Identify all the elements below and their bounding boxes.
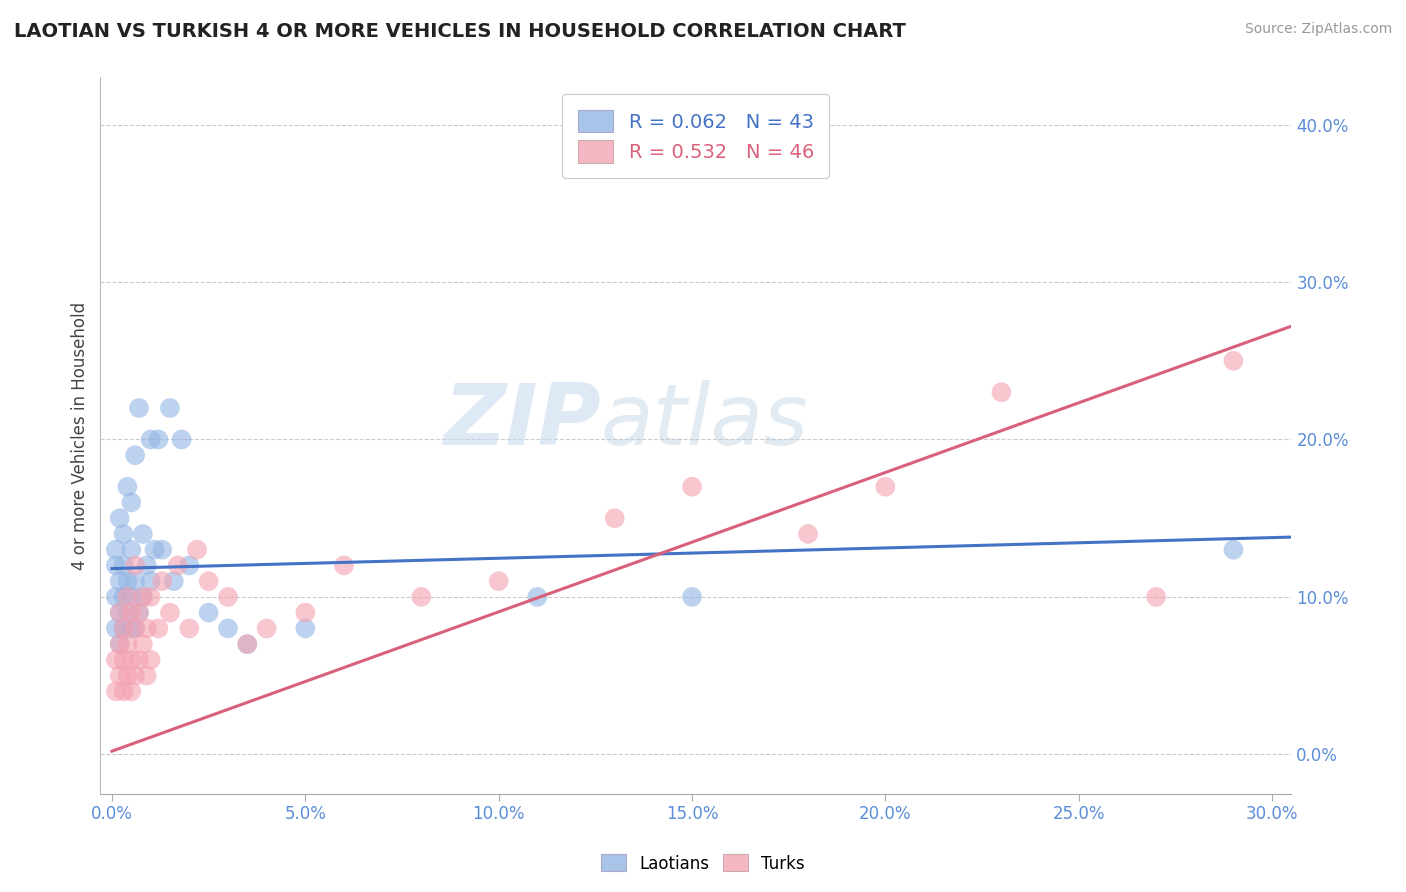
Legend: Laotians, Turks: Laotians, Turks bbox=[595, 847, 811, 880]
Point bbox=[875, 480, 897, 494]
Point bbox=[197, 574, 219, 589]
Point bbox=[1222, 542, 1244, 557]
Point bbox=[112, 621, 135, 635]
Point bbox=[132, 637, 155, 651]
Point bbox=[294, 621, 316, 635]
Point bbox=[179, 621, 201, 635]
Point bbox=[104, 542, 127, 557]
Point bbox=[132, 527, 155, 541]
Point bbox=[179, 558, 201, 573]
Point bbox=[159, 401, 181, 415]
Point bbox=[124, 668, 146, 682]
Point bbox=[197, 606, 219, 620]
Point bbox=[108, 637, 131, 651]
Point bbox=[143, 542, 166, 557]
Point bbox=[104, 684, 127, 698]
Text: LAOTIAN VS TURKISH 4 OR MORE VEHICLES IN HOUSEHOLD CORRELATION CHART: LAOTIAN VS TURKISH 4 OR MORE VEHICLES IN… bbox=[14, 22, 905, 41]
Point bbox=[681, 480, 703, 494]
Point bbox=[256, 621, 278, 635]
Point bbox=[120, 495, 142, 509]
Y-axis label: 4 or more Vehicles in Household: 4 or more Vehicles in Household bbox=[72, 301, 89, 570]
Point bbox=[117, 637, 139, 651]
Point bbox=[135, 558, 157, 573]
Point bbox=[124, 558, 146, 573]
Point bbox=[120, 653, 142, 667]
Point bbox=[128, 401, 150, 415]
Point bbox=[112, 653, 135, 667]
Point bbox=[120, 621, 142, 635]
Point bbox=[124, 621, 146, 635]
Legend: R = 0.062   N = 43, R = 0.532   N = 46: R = 0.062 N = 43, R = 0.532 N = 46 bbox=[562, 95, 830, 178]
Point bbox=[128, 606, 150, 620]
Point bbox=[108, 574, 131, 589]
Point bbox=[104, 621, 127, 635]
Point bbox=[112, 684, 135, 698]
Point bbox=[603, 511, 626, 525]
Point bbox=[139, 590, 162, 604]
Point bbox=[117, 574, 139, 589]
Point bbox=[163, 574, 186, 589]
Point bbox=[333, 558, 356, 573]
Point bbox=[124, 621, 146, 635]
Point bbox=[128, 606, 150, 620]
Point bbox=[120, 684, 142, 698]
Point bbox=[120, 606, 142, 620]
Point bbox=[132, 590, 155, 604]
Point bbox=[488, 574, 510, 589]
Point bbox=[186, 542, 208, 557]
Point bbox=[132, 590, 155, 604]
Point bbox=[150, 574, 173, 589]
Point bbox=[120, 590, 142, 604]
Point bbox=[797, 527, 820, 541]
Point bbox=[990, 385, 1012, 400]
Point bbox=[120, 542, 142, 557]
Point bbox=[108, 637, 131, 651]
Point bbox=[108, 668, 131, 682]
Point bbox=[124, 574, 146, 589]
Point bbox=[117, 590, 139, 604]
Point bbox=[411, 590, 433, 604]
Point bbox=[124, 448, 146, 462]
Point bbox=[139, 433, 162, 447]
Point bbox=[112, 621, 135, 635]
Point bbox=[128, 653, 150, 667]
Point bbox=[148, 621, 170, 635]
Point bbox=[104, 558, 127, 573]
Point bbox=[104, 653, 127, 667]
Point bbox=[117, 668, 139, 682]
Point bbox=[112, 527, 135, 541]
Point bbox=[148, 433, 170, 447]
Point bbox=[108, 511, 131, 525]
Text: ZIP: ZIP bbox=[443, 380, 600, 463]
Text: Source: ZipAtlas.com: Source: ZipAtlas.com bbox=[1244, 22, 1392, 37]
Point bbox=[1222, 353, 1244, 368]
Point bbox=[135, 668, 157, 682]
Point bbox=[108, 606, 131, 620]
Point bbox=[217, 621, 239, 635]
Point bbox=[159, 606, 181, 620]
Point bbox=[294, 606, 316, 620]
Point bbox=[117, 606, 139, 620]
Point bbox=[681, 590, 703, 604]
Point bbox=[166, 558, 188, 573]
Point bbox=[1144, 590, 1167, 604]
Point bbox=[108, 606, 131, 620]
Point bbox=[170, 433, 193, 447]
Point bbox=[104, 590, 127, 604]
Point bbox=[139, 653, 162, 667]
Point bbox=[236, 637, 259, 651]
Point bbox=[112, 590, 135, 604]
Point bbox=[217, 590, 239, 604]
Point bbox=[150, 542, 173, 557]
Text: atlas: atlas bbox=[600, 380, 808, 463]
Point bbox=[526, 590, 548, 604]
Point bbox=[117, 480, 139, 494]
Point bbox=[112, 558, 135, 573]
Point bbox=[135, 621, 157, 635]
Point bbox=[139, 574, 162, 589]
Point bbox=[236, 637, 259, 651]
